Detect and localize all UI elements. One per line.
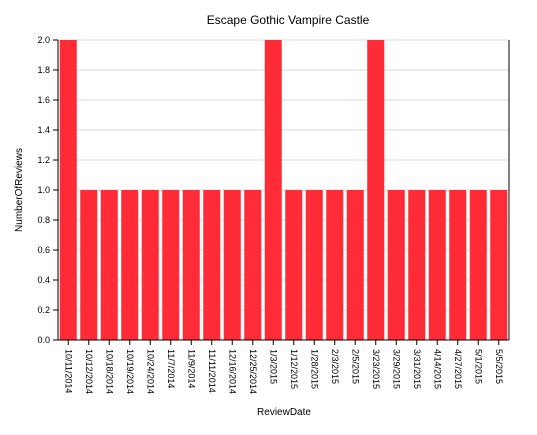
bar	[121, 190, 139, 340]
x-tick-label: 1/3/2015	[268, 349, 278, 384]
x-tick-label: 12/25/2014	[248, 349, 258, 394]
bar	[59, 40, 77, 340]
bar	[244, 190, 262, 340]
bar	[469, 190, 487, 340]
x-tick-label: 3/29/2015	[391, 349, 401, 389]
x-tick-label: 10/11/2014	[63, 349, 73, 393]
bar	[305, 190, 323, 340]
x-tick-label: 10/18/2014	[104, 349, 114, 394]
y-tick-label: 1.8	[37, 65, 50, 75]
x-tick-label: 12/16/2014	[227, 349, 237, 394]
bars	[59, 40, 508, 340]
y-tick-label: 0.6	[37, 245, 50, 255]
bar	[285, 190, 303, 340]
x-tick-label: 2/3/2015	[330, 349, 340, 384]
x-tick-label: 2/5/2015	[350, 349, 360, 384]
bar	[367, 40, 385, 340]
x-tick-label: 11/11/2014	[207, 349, 217, 393]
x-tick-label: 4/14/2015	[432, 349, 442, 389]
y-tick-label: 1.2	[37, 155, 50, 165]
x-tick-label: 1/28/2015	[309, 349, 319, 389]
bar	[100, 190, 118, 340]
bar	[80, 190, 98, 340]
x-tick-label: 11/7/2014	[166, 349, 176, 388]
x-tick-label: 11/9/2014	[186, 349, 196, 388]
x-tick-label: 10/24/2014	[145, 349, 155, 394]
x-tick-label: 5/1/2015	[473, 349, 483, 384]
y-tick-label: 0.0	[37, 335, 50, 345]
x-tick-label: 1/12/2015	[289, 349, 299, 389]
x-tick-label: 3/23/2015	[371, 349, 381, 389]
bar	[203, 190, 221, 340]
bar	[490, 190, 508, 340]
y-tick-label: 0.8	[37, 215, 50, 225]
bar	[264, 40, 282, 340]
y-tick-label: 1.4	[37, 125, 50, 135]
x-tick-label: 10/12/2014	[84, 349, 94, 394]
bar	[162, 190, 180, 340]
y-tick-label: 0.4	[37, 275, 50, 285]
x-tick-label: 4/27/2015	[453, 349, 463, 389]
x-tick-label: 3/31/2015	[412, 349, 422, 389]
bar	[223, 190, 241, 340]
bar	[428, 190, 446, 340]
x-axis-label: ReviewDate	[257, 407, 311, 418]
bar	[408, 190, 426, 340]
y-tick-label: 0.2	[37, 305, 50, 315]
bar	[449, 190, 467, 340]
x-tick-label: 5/5/2015	[494, 349, 504, 384]
chart-title: Escape Gothic Vampire Castle	[207, 13, 370, 27]
x-axis: 10/11/2014 10/12/2014 10/18/2014 10/19/2014…	[58, 339, 509, 394]
x-tick-label: 10/19/2014	[125, 349, 135, 394]
bar	[346, 190, 364, 340]
y-tick-label: 1.0	[37, 185, 50, 195]
bar	[182, 190, 200, 340]
bar	[141, 190, 159, 340]
y-axis: 0.0 0.2 0.4 0.6 0.8 1.0 1.2 1.4 1.6 1.8 2.0	[37, 35, 510, 345]
bar	[387, 190, 405, 340]
bar	[326, 190, 344, 340]
y-tick-label: 1.6	[37, 95, 50, 105]
y-tick-label: 2.0	[37, 35, 50, 45]
y-axis-label: NumberOfReviews	[14, 148, 25, 232]
